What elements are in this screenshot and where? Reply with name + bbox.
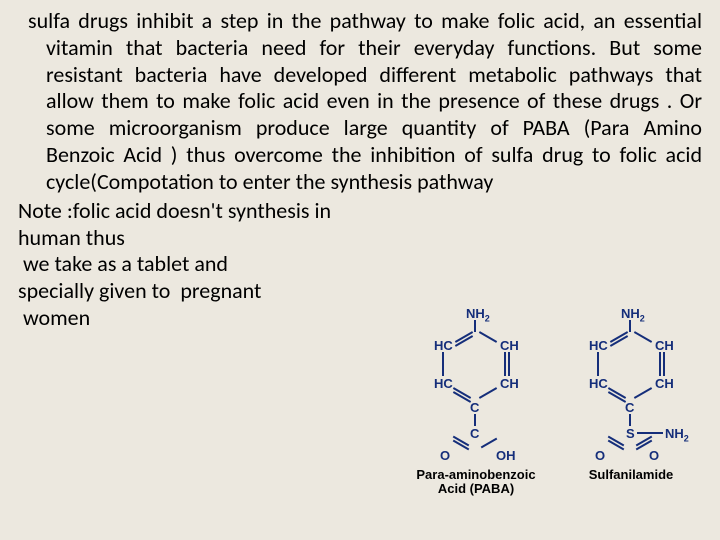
atom-ch: CH	[500, 338, 519, 353]
bond	[479, 331, 497, 343]
paba-ring: NH2 HC CH HC CH C C	[416, 310, 536, 440]
bond	[597, 352, 599, 376]
bond	[474, 414, 476, 426]
atom-hc: HC	[589, 376, 608, 391]
bond	[659, 352, 661, 376]
caption-line: Para-aminobenzoic	[406, 468, 546, 482]
molecule-paba: NH2 HC CH HC CH C C	[406, 310, 546, 497]
atom-o: O	[595, 448, 605, 463]
bond	[637, 432, 663, 434]
atom-c: C	[470, 400, 479, 415]
atom-s: S	[626, 426, 635, 441]
bond	[481, 438, 498, 449]
atom-c: C	[625, 400, 634, 415]
note-line-3: we take as a tablet and	[18, 251, 418, 278]
note-line-5: women	[18, 305, 418, 332]
bond	[504, 352, 506, 376]
sulfa-nh2-label: NH2	[621, 306, 645, 324]
note-line-2: human thus	[18, 225, 418, 252]
atom-oh: OH	[496, 448, 516, 463]
chemical-structures: NH2 HC CH HC CH C C	[406, 310, 706, 530]
bond	[629, 414, 631, 426]
bond	[474, 320, 476, 332]
bond	[629, 320, 631, 332]
atom-ch: CH	[655, 376, 674, 391]
paba-nh2-label: NH2	[466, 306, 490, 324]
main-paragraph: sulfa drugs inhibit a step in the pathwa…	[18, 8, 702, 196]
slide: sulfa drugs inhibit a step in the pathwa…	[0, 0, 720, 540]
paba-caption: Para-aminobenzoic Acid (PABA)	[406, 468, 546, 497]
atom-hc: HC	[434, 338, 453, 353]
atom-nh2: NH2	[665, 426, 689, 444]
bond	[508, 352, 510, 376]
sulfa-caption: Sulfanilamide	[561, 468, 701, 482]
note-line-1: Note :folic acid doesn't synthesis in	[18, 198, 418, 225]
atom-hc: HC	[434, 376, 453, 391]
atom-ch: CH	[500, 376, 519, 391]
atom-o: O	[649, 448, 659, 463]
atom-c: C	[470, 426, 479, 441]
bond	[442, 352, 444, 376]
sulfa-ring: NH2 HC CH HC CH C S	[571, 310, 691, 440]
bond	[663, 352, 665, 376]
note-block: Note :folic acid doesn't synthesis in hu…	[18, 198, 418, 332]
bond	[634, 331, 652, 343]
note-line-4: specially given to pregnant	[18, 278, 418, 305]
molecule-sulfanilamide: NH2 HC CH HC CH C S	[561, 310, 701, 482]
atom-o: O	[440, 448, 450, 463]
atom-ch: CH	[655, 338, 674, 353]
bond	[634, 387, 652, 399]
bond	[479, 387, 497, 399]
atom-hc: HC	[589, 338, 608, 353]
caption-line: Acid (PABA)	[406, 482, 546, 496]
